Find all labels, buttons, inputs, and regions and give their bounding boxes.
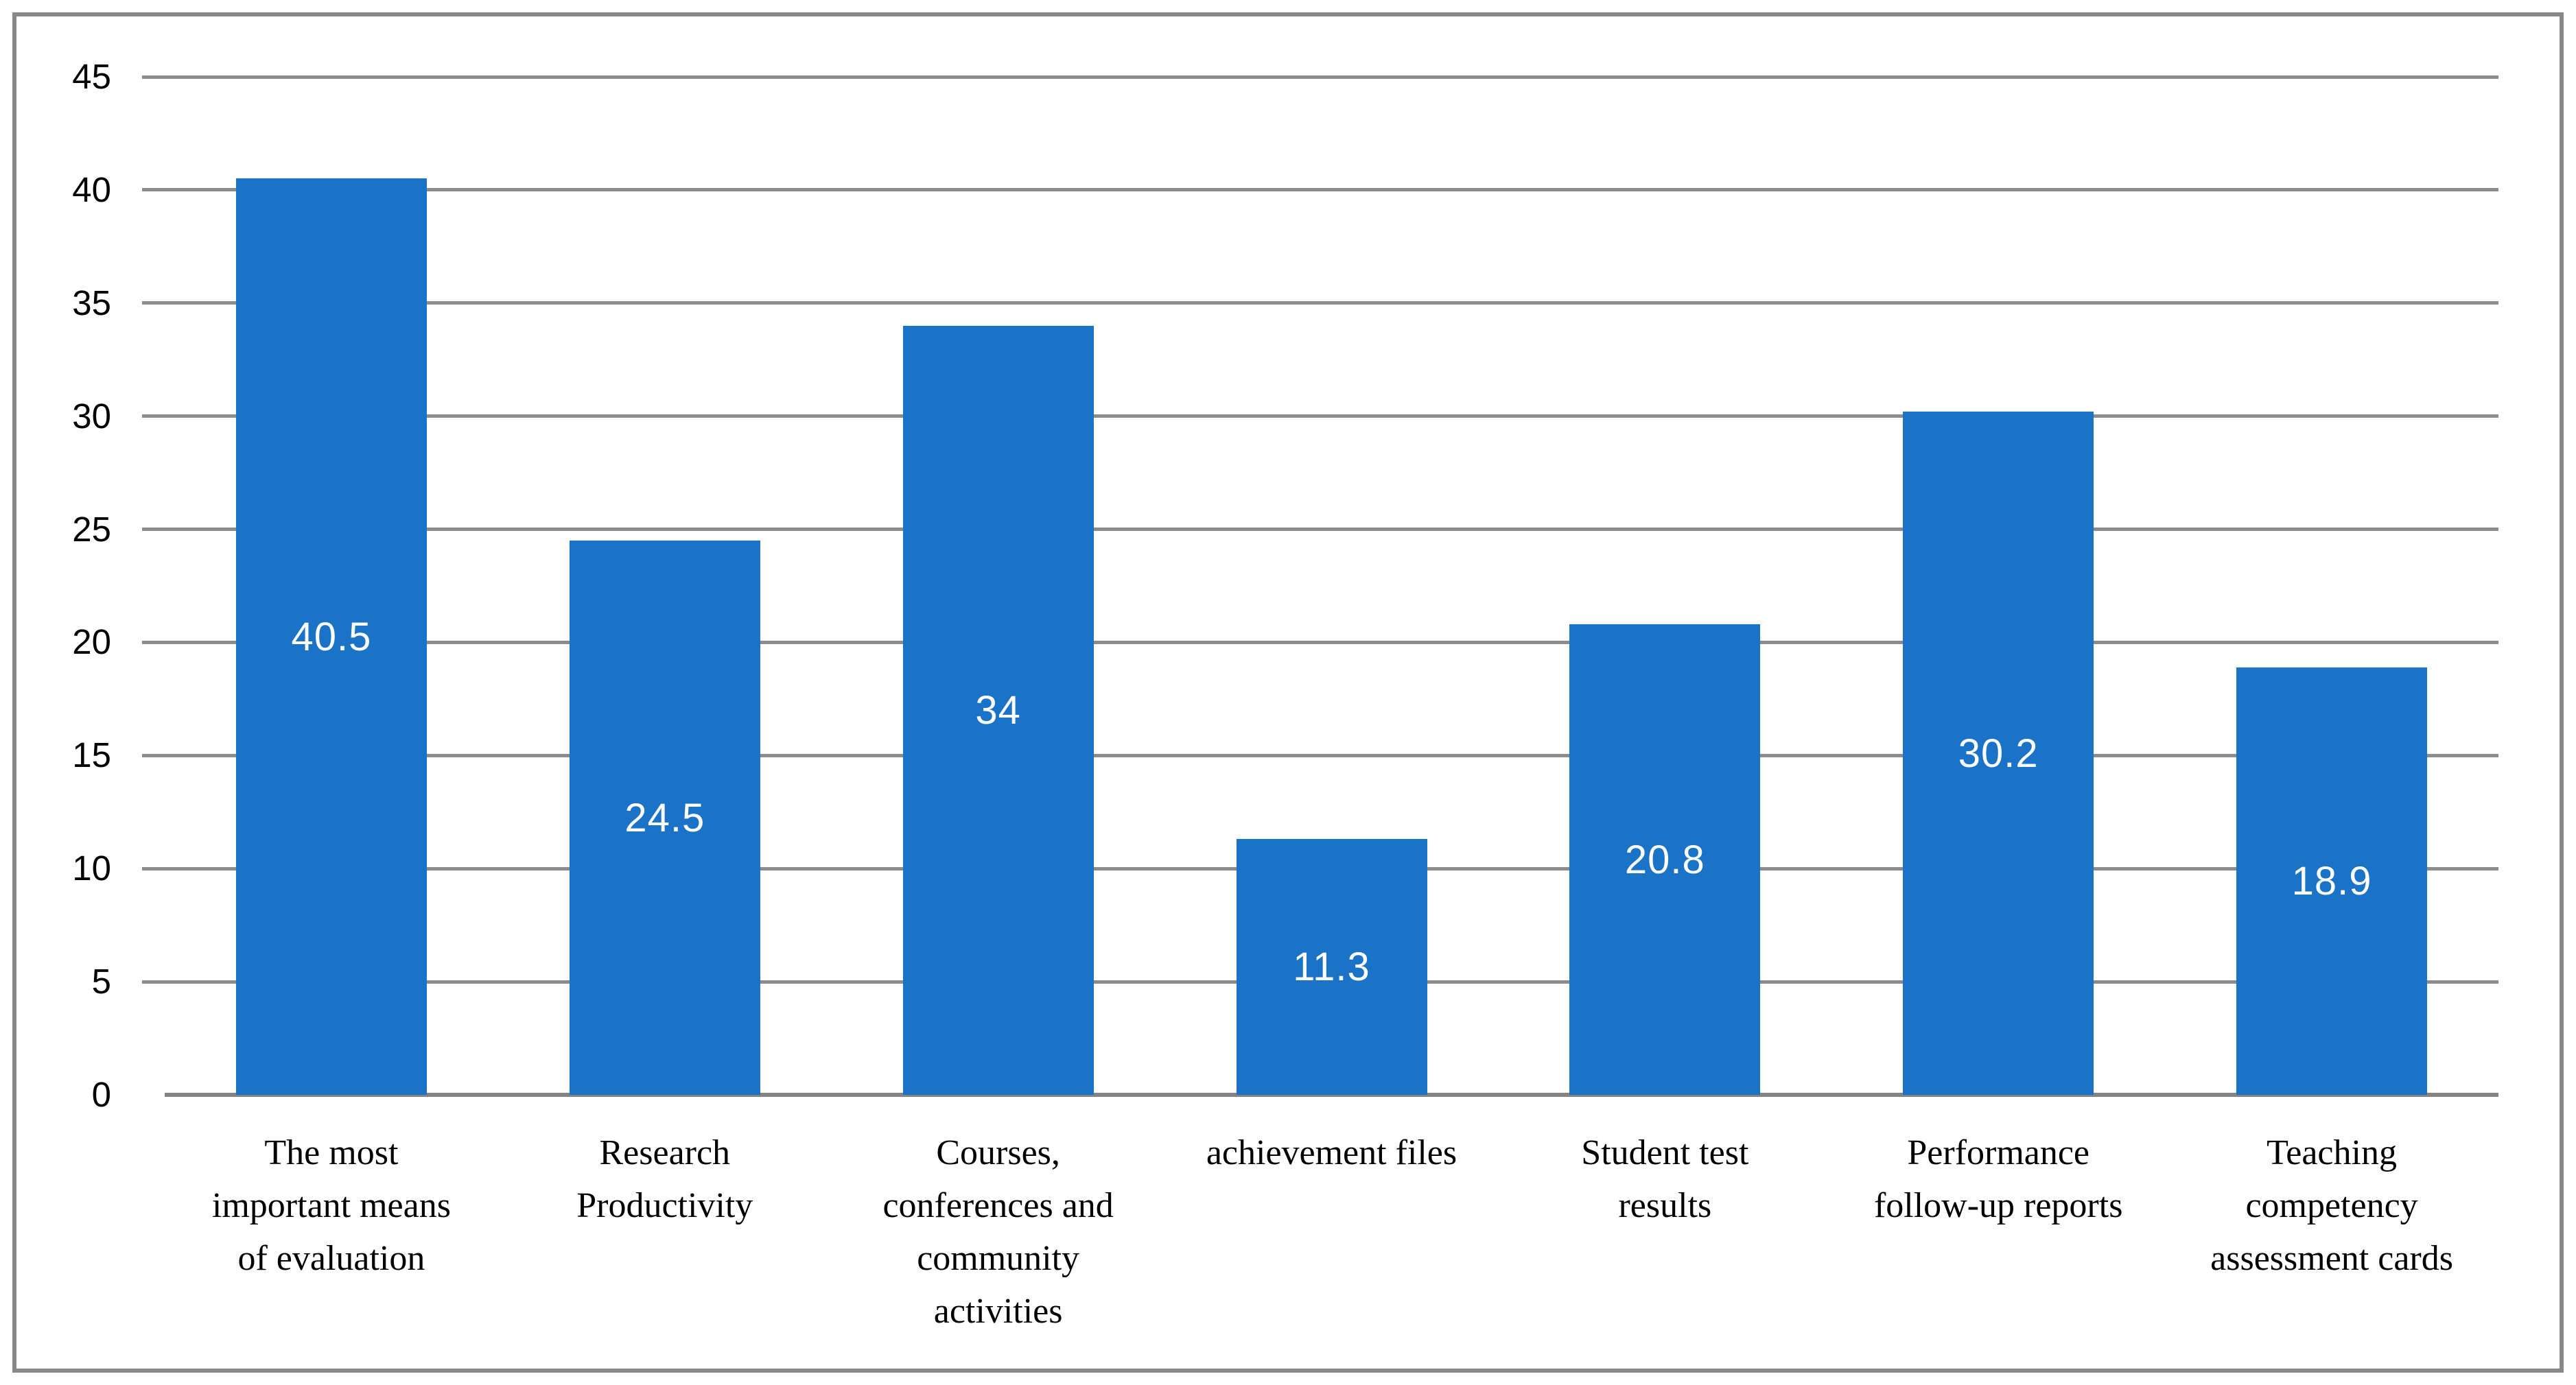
category-label: achievement files bbox=[1206, 1133, 1457, 1172]
bar-value-label: 40.5 bbox=[291, 614, 372, 659]
bar: 40.5 bbox=[235, 178, 427, 1095]
gridline bbox=[142, 414, 2498, 418]
gridline bbox=[142, 188, 2498, 192]
bar: 34 bbox=[902, 325, 1094, 1095]
gridline bbox=[142, 301, 2498, 305]
y-axis-tick-label: 0 bbox=[91, 1075, 111, 1114]
y-axis-tick-label: 25 bbox=[72, 509, 111, 549]
bar-value-label: 18.9 bbox=[2291, 858, 2372, 903]
gridline bbox=[142, 640, 2498, 644]
bar-value-label: 34 bbox=[975, 687, 1021, 733]
y-axis-tick-label: 30 bbox=[72, 396, 111, 436]
category-label: Performance follow-up reports bbox=[1873, 1133, 2123, 1225]
category-label: The most important means of evaluation bbox=[211, 1133, 451, 1278]
y-axis-tick-label: 35 bbox=[72, 283, 111, 322]
chart-outer-frame bbox=[12, 12, 2564, 1373]
x-axis-line bbox=[165, 1093, 2498, 1097]
bar: 24.5 bbox=[569, 541, 760, 1095]
gridline bbox=[142, 75, 2498, 79]
category-label: Student test results bbox=[1581, 1133, 1749, 1225]
bar: 20.8 bbox=[1569, 624, 1761, 1095]
bar: 11.3 bbox=[1236, 839, 1427, 1095]
bar-value-label: 20.8 bbox=[1624, 837, 1705, 882]
y-axis-tick-label: 10 bbox=[72, 849, 111, 888]
bar-value-label: 24.5 bbox=[624, 795, 705, 840]
bar: 18.9 bbox=[2236, 667, 2428, 1095]
category-label: Courses, conferences and community activ… bbox=[882, 1133, 1114, 1331]
y-axis-tick-label: 40 bbox=[72, 169, 111, 209]
category-label: Research Productivity bbox=[576, 1133, 753, 1225]
y-axis-tick-label: 20 bbox=[72, 622, 111, 662]
gridline bbox=[142, 753, 2498, 757]
bar-value-label: 11.3 bbox=[1293, 945, 1370, 990]
y-axis-tick-label: 15 bbox=[72, 735, 111, 775]
bar-value-label: 30.2 bbox=[1958, 731, 2039, 776]
y-axis-tick-label: 45 bbox=[72, 57, 111, 96]
category-label: Teaching competency assessment cards bbox=[2210, 1133, 2453, 1278]
y-axis-tick-label: 5 bbox=[91, 962, 111, 1002]
bar: 30.2 bbox=[1903, 412, 2094, 1095]
gridline bbox=[142, 528, 2498, 532]
